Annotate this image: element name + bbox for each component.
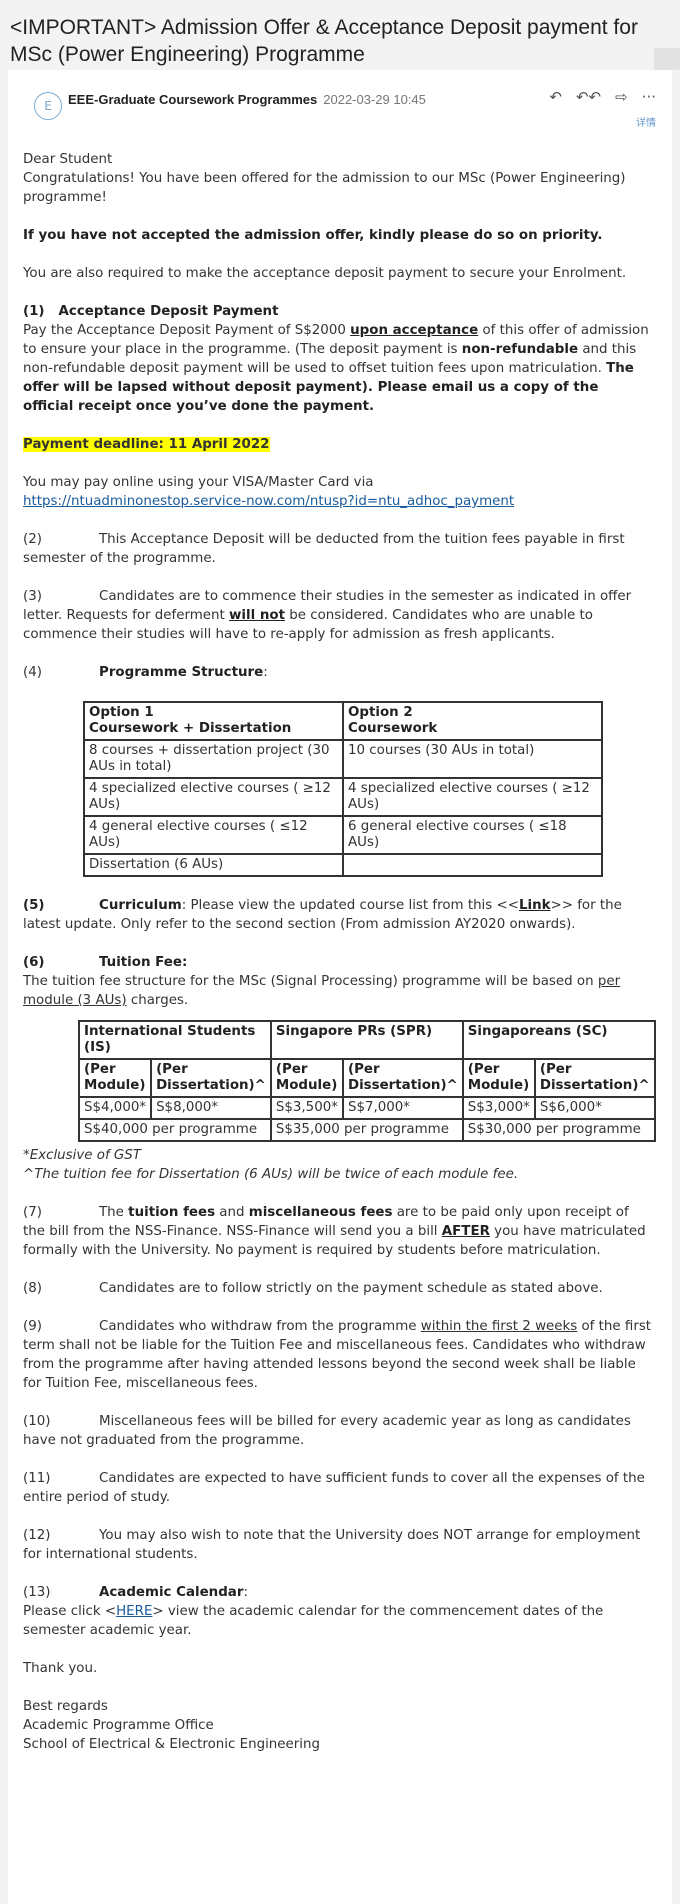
calendar-link[interactable]: HERE (116, 1604, 153, 1619)
section-13-title: (13) Academic Calendar: (23, 1585, 248, 1600)
dissertation-note: ^The tuition fee for Dissertation (6 AUs… (23, 1167, 519, 1182)
text: upon acceptance (350, 323, 479, 338)
gst-note: *Exclusive of GST (23, 1148, 141, 1163)
cell: 8 courses + dissertation project (30 AUs… (83, 739, 344, 779)
avatar: E (34, 92, 62, 120)
section-6-title: (6) Tuition Fee: (23, 955, 188, 970)
section-3: (3) Candidates are to commence their stud… (23, 587, 653, 644)
table-row: Dissertation (6 AUs) (83, 853, 603, 877)
header-cell: Option 2 Coursework (342, 701, 603, 741)
text: of this offer of admission to ensure you… (23, 323, 649, 357)
office: Academic Programme Office (23, 1718, 214, 1733)
thanks: Thank you. (23, 1661, 98, 1676)
email-header: E EEE-Graduate Coursework Programmes 2022… (24, 80, 662, 129)
text: : (263, 665, 268, 680)
section-1-title: (1) Acceptance Deposit Payment (23, 304, 279, 319)
email-body: Dear Student Congratulations! You have b… (23, 150, 656, 1754)
section-11: (11) Candidates are expected to have suff… (23, 1471, 645, 1505)
reply-all-icon[interactable]: ↶↶ (575, 88, 602, 106)
section-13: Please click <HERE> view the academic ca… (23, 1604, 604, 1638)
text: Programme Structure (99, 665, 264, 680)
section-9: (9) Candidates who withdraw from the prog… (23, 1319, 652, 1391)
section-1: Pay the Acceptance Deposit Payment of S$… (23, 321, 653, 416)
table-row: (Per Module) (Per Dissertation)^ (Per Modu… (77, 1058, 656, 1098)
section-10: (10) Miscellaneous fees will be billed fo… (23, 1414, 631, 1448)
table-row: 4 general elective courses ( ≤12 AUs) 6 g… (83, 815, 603, 855)
section-12: (12) You may also wish to note that the U… (23, 1528, 641, 1562)
more-icon[interactable]: ··· (641, 88, 656, 106)
group-header: International Students (IS) (78, 1020, 272, 1060)
section-5: (5) Curriculum: Please view the updated c… (23, 896, 653, 934)
date: 2022-03-29 10:45 (323, 92, 426, 107)
sender: EEE-Graduate Coursework Programmes 2022-0… (68, 92, 426, 107)
forward-icon[interactable]: ⇨ (615, 88, 628, 106)
priority-note: If you have not accepted the admission o… (23, 228, 603, 243)
details-link[interactable]: 详情 (636, 118, 656, 129)
cell: Dissertation (6 AUs) (83, 853, 344, 877)
payment-deadline: Payment deadline: 11 April 2022 (23, 437, 270, 452)
text: >> for the latest update. Only refer to … (23, 898, 622, 932)
text: The offer will be lapsed without deposit… (23, 361, 634, 414)
cell: 6 general elective courses ( ≤18 AUs) (342, 815, 603, 855)
reply-icon[interactable]: ↶ (549, 88, 562, 106)
email-subject: <IMPORTANT> Admission Offer & Acceptance… (10, 16, 638, 66)
group-header: Singaporeans (SC) (461, 1020, 656, 1060)
section-6: The tuition fee structure for the MSc (S… (23, 974, 621, 1008)
pay-online: You may pay online using your VISA/Maste… (23, 475, 374, 490)
num: (4) (23, 665, 42, 680)
actions: ↶ ↶↶ ⇨ ··· (535, 88, 656, 106)
email-card: E EEE-Graduate Coursework Programmes 2022… (8, 70, 672, 1904)
congrats: Congratulations! You have been offered f… (23, 171, 626, 205)
cell: 10 courses (30 AUs in total) (342, 739, 603, 779)
text: and this non-refundable deposit payment … (23, 342, 637, 376)
text: non-refundable (461, 342, 579, 357)
tuition-fee-table: International Students (IS) Singapore PRs… (77, 1020, 656, 1142)
school: School of Electrical & Electronic Engine… (23, 1737, 320, 1752)
table-row: 4 specialized elective courses ( ≥12 AUs… (83, 777, 603, 817)
text: Pay the Acceptance Deposit Payment of S$… (23, 323, 351, 338)
section-2: (2) This Acceptance Deposit will be deduc… (23, 530, 653, 568)
section-8: (8) Candidates are to follow strictly on … (23, 1281, 603, 1296)
regards: Best regards (23, 1699, 108, 1714)
scrollbar[interactable] (654, 48, 680, 70)
text: be considered. Candidates who are unable… (23, 608, 593, 642)
table-row: 8 courses + dissertation project (30 AUs… (83, 739, 603, 779)
cell: 4 specialized elective courses ( ≥12 AUs… (83, 777, 344, 817)
cell: 4 specialized elective courses ( ≥12 AUs… (342, 777, 603, 817)
cell: 4 general elective courses ( ≤12 AUs) (83, 815, 344, 855)
programme-structure-table: Option 1 Coursework + Dissertation Option … (83, 701, 603, 877)
text: : Please view the updated course list fr… (181, 898, 519, 913)
num: (5) (23, 898, 45, 913)
num: (2) (23, 532, 42, 547)
num: (3) (23, 589, 42, 604)
curriculum-link[interactable]: Link (518, 898, 551, 913)
cell (342, 853, 603, 877)
table-row: S$4,000* S$8,000* S$3,500* S$7,000* S$3,000*… (77, 1096, 656, 1120)
sender-name: EEE-Graduate Coursework Programmes (68, 92, 318, 107)
greeting: Dear Student (23, 152, 113, 167)
text: Curriculum (99, 898, 182, 913)
text: will not (229, 608, 285, 623)
text: This Acceptance Deposit will be deducted… (23, 532, 625, 566)
group-header: Singapore PRs (SPR) (269, 1020, 464, 1060)
deposit-required: You are also required to make the accept… (23, 266, 627, 281)
section-7: (7) The tuition fees and miscellaneous fe… (23, 1205, 646, 1258)
text: Candidates are to commence their studies… (23, 589, 632, 623)
header-cell: Option 1 Coursework + Dissertation (83, 701, 344, 741)
section-4: (4) Programme Structure: (23, 663, 653, 682)
table-row: S$40,000 per programme S$35,000 per progr… (78, 1118, 656, 1142)
payment-link[interactable]: https://ntuadminonestop.service-now.com/… (23, 494, 515, 509)
